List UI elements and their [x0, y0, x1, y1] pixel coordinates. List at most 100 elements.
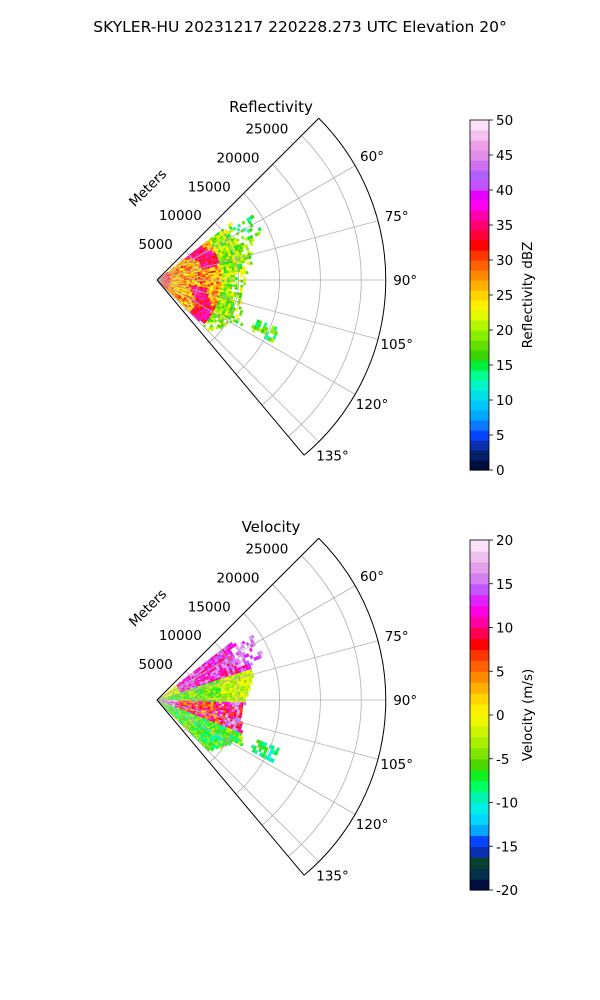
reflectivity-data-cell — [188, 284, 192, 287]
reflectivity-data-cell — [204, 267, 207, 270]
velocity-data-cell — [189, 697, 192, 699]
reflectivity-data-cell — [224, 261, 228, 265]
velocity-data-cell — [215, 746, 219, 750]
velocity-data-cell — [223, 708, 227, 711]
velocity-data-cell — [201, 728, 205, 732]
velocity-data-cell — [164, 703, 167, 705]
reflectivity-data-cell — [175, 295, 178, 298]
reflectivity-data-cell — [192, 277, 195, 279]
velocity-data-cell — [215, 705, 219, 708]
velocity-data-cell — [226, 688, 230, 691]
reflectivity-data-cell — [191, 294, 195, 298]
reflectivity-data-cell — [213, 254, 218, 257]
velocity-data-cell — [169, 693, 172, 695]
velocity-panel: Velocity500010000150002000025000Meters60… — [126, 518, 536, 899]
reflectivity-colorbar-swatch — [470, 330, 489, 341]
reflectivity-data-cell — [215, 272, 219, 275]
velocity-data-cell — [238, 715, 242, 719]
reflectivity-data-cell — [220, 267, 224, 270]
reflectivity-data-cell — [186, 281, 190, 283]
reflectivity-data-cell — [208, 326, 212, 330]
velocity-data-cell — [236, 673, 240, 677]
reflectivity-data-cell — [263, 322, 268, 327]
reflectivity-data-cell — [216, 231, 221, 236]
velocity-data-cell — [231, 735, 236, 739]
reflectivity-data-cell — [166, 283, 170, 286]
velocity-data-cell — [247, 663, 251, 667]
reflectivity-data-cell — [175, 281, 179, 283]
reflectivity-data-cell — [213, 247, 217, 251]
reflectivity-data-cell — [222, 303, 226, 307]
reflectivity-data-cell — [228, 288, 232, 292]
reflectivity-data-cell — [209, 258, 213, 261]
velocity-colorbar-swatch — [470, 725, 489, 738]
velocity-data-cell — [185, 714, 189, 717]
velocity-data-cell — [207, 693, 211, 695]
velocity-data-cell — [164, 702, 168, 704]
velocity-data-cell — [164, 707, 168, 710]
reflectivity-data-cell — [191, 313, 195, 317]
velocity-data-cell — [191, 682, 195, 685]
reflectivity-data-cell — [229, 306, 234, 310]
velocity-range-ring — [209, 641, 240, 763]
velocity-data-cell — [181, 687, 185, 690]
velocity-data-cell — [234, 645, 239, 650]
velocity-data-cell — [241, 644, 245, 649]
velocity-data-cell — [225, 712, 229, 716]
reflectivity-data-cell — [227, 261, 231, 264]
reflectivity-data-cell — [224, 277, 228, 280]
reflectivity-data-cell — [209, 265, 213, 269]
reflectivity-data-cell — [222, 247, 227, 251]
reflectivity-data-field — [157, 214, 279, 344]
reflectivity-data-cell — [167, 283, 170, 285]
reflectivity-data-cell — [221, 281, 225, 284]
velocity-data-cell — [197, 730, 201, 733]
velocity-data-cell — [167, 701, 171, 703]
reflectivity-data-cell — [171, 287, 174, 289]
reflectivity-range-tick-label: 20000 — [217, 151, 260, 167]
reflectivity-data-cell — [172, 290, 175, 293]
velocity-data-cell — [225, 686, 229, 689]
velocity-data-cell — [174, 706, 178, 709]
velocity-data-cell — [231, 709, 235, 712]
reflectivity-data-cell — [174, 296, 177, 299]
reflectivity-data-cell — [238, 260, 242, 265]
reflectivity-data-cell — [241, 220, 246, 225]
reflectivity-data-cell — [167, 278, 171, 279]
velocity-data-cell — [217, 683, 221, 687]
reflectivity-data-cell — [219, 277, 222, 280]
reflectivity-data-cell — [249, 261, 253, 265]
reflectivity-data-cell — [212, 270, 216, 273]
velocity-data-cell — [179, 708, 183, 711]
velocity-data-cell — [167, 707, 171, 710]
reflectivity-data-cell — [174, 270, 177, 273]
velocity-data-cell — [192, 674, 196, 677]
velocity-data-cell — [217, 676, 221, 680]
reflectivity-data-cell — [209, 300, 213, 304]
reflectivity-data-cell — [215, 259, 220, 263]
velocity-data-cell — [241, 640, 246, 645]
velocity-azimuth-gridline — [156, 699, 320, 863]
velocity-data-cell — [180, 694, 184, 697]
reflectivity-data-cell — [187, 301, 191, 304]
velocity-data-cell — [238, 663, 243, 667]
velocity-data-cell — [192, 724, 195, 727]
velocity-data-cell — [202, 702, 206, 705]
reflectivity-data-cell — [240, 285, 244, 288]
reflectivity-data-cell — [161, 282, 165, 284]
velocity-data-cell — [225, 666, 229, 670]
reflectivity-data-cell — [218, 258, 222, 262]
velocity-data-cell — [190, 726, 194, 730]
velocity-data-cell — [221, 691, 225, 694]
reflectivity-colorbar-swatch — [470, 140, 489, 151]
velocity-data-cell — [242, 665, 246, 669]
reflectivity-data-cell — [194, 282, 198, 284]
reflectivity-data-cell — [217, 267, 221, 271]
velocity-data-cell — [230, 680, 234, 684]
reflectivity-data-cell — [195, 248, 199, 252]
velocity-data-cell — [181, 701, 184, 703]
reflectivity-data-cell — [225, 266, 229, 269]
velocity-data-cell — [204, 672, 208, 676]
reflectivity-data-cell — [184, 300, 188, 303]
velocity-data-cell — [249, 662, 254, 666]
